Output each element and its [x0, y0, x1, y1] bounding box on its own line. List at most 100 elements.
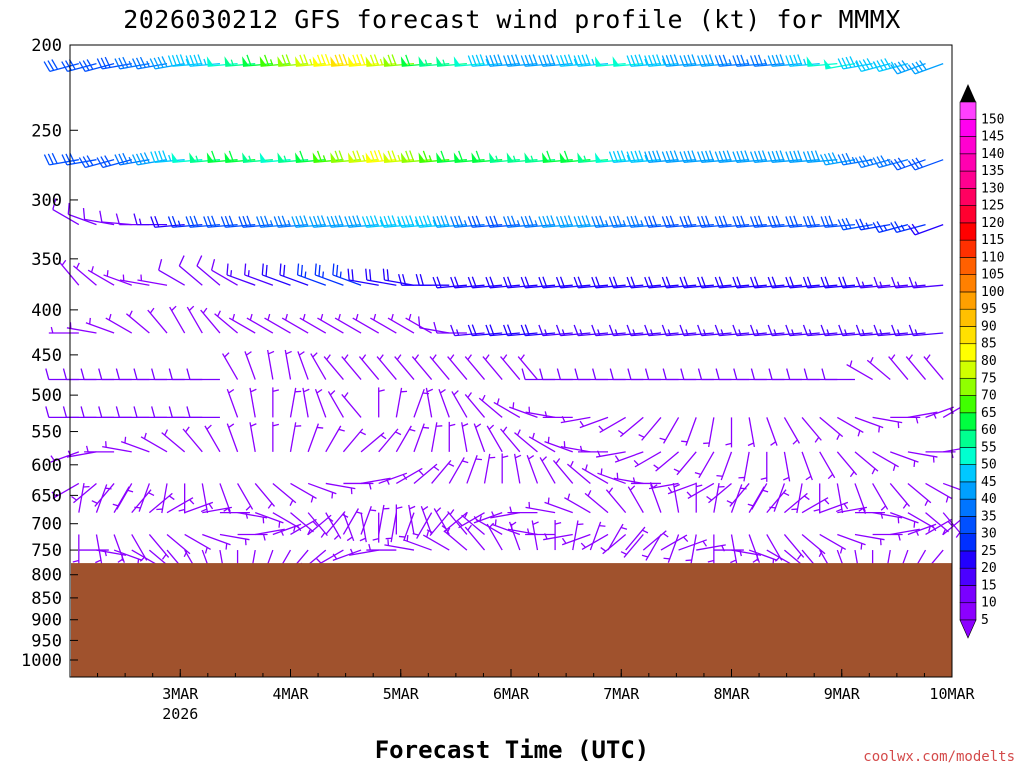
barb-flag: [648, 276, 654, 288]
barb-flag: [893, 158, 902, 169]
colorbar-label: 80: [981, 354, 997, 369]
barb-half-flag: [228, 388, 235, 394]
barb-flag: [224, 215, 230, 228]
colorbar-label: 145: [981, 130, 1004, 145]
barb-flag: [542, 215, 548, 228]
barb-shaft: [517, 356, 538, 380]
barb-pennant: [295, 152, 302, 163]
barb-flag: [361, 216, 368, 228]
y-tick-label: 450: [31, 346, 62, 366]
wind-barb: [185, 54, 220, 67]
barb-flag: [802, 216, 809, 228]
wind-barb: [872, 451, 899, 471]
wind-barb: [806, 56, 838, 67]
barb-shaft: [466, 455, 478, 484]
barb-half-flag: [871, 468, 876, 475]
wind-barb: [872, 533, 903, 541]
barb-shaft: [254, 512, 284, 524]
barb-half-flag: [269, 220, 274, 227]
barb-flag: [351, 269, 354, 281]
barb-shaft: [819, 451, 836, 479]
barb-half-flag: [408, 313, 412, 321]
y-tick-label: 600: [31, 456, 62, 476]
wind-barb: [749, 276, 785, 289]
barb-half-flag: [380, 434, 387, 440]
barb-half-flag: [584, 464, 588, 471]
barb-half-flag: [897, 281, 901, 288]
barb-shaft: [525, 284, 556, 289]
barb-flag: [785, 151, 791, 163]
barb-shaft: [895, 332, 926, 337]
barb-flag: [855, 219, 862, 231]
barb-shaft: [59, 261, 80, 286]
barb-half-flag: [502, 354, 508, 360]
colorbar-label: 115: [981, 233, 1004, 248]
colorbar-top-arrow: [960, 84, 976, 102]
barb-flag: [591, 324, 597, 336]
barb-half-flag: [247, 270, 250, 277]
barb-flag: [96, 157, 104, 168]
barb-flag: [401, 215, 407, 228]
barb-half-flag: [600, 468, 603, 475]
wind-barb: [184, 501, 214, 514]
barb-half-flag: [512, 402, 515, 409]
barb-flag: [503, 55, 509, 67]
barb-flag: [701, 151, 707, 163]
wind-barb: [888, 354, 909, 380]
barb-flag: [673, 150, 679, 162]
barb-flag: [47, 60, 55, 71]
barb-flag: [391, 54, 397, 66]
barb-flag: [521, 368, 526, 380]
barb-half-flag: [632, 329, 636, 336]
wind-barb: [485, 324, 520, 337]
barb-flag: [897, 157, 906, 168]
barb-flag: [705, 54, 711, 66]
wind-barb: [279, 263, 309, 286]
barb-shaft: [544, 440, 573, 453]
barb-shaft: [914, 159, 944, 171]
x-tick-label: 7MAR: [603, 685, 640, 703]
barb-shaft: [525, 506, 556, 514]
barb-shaft: [490, 511, 520, 519]
barb-shaft: [67, 63, 97, 73]
barb-shaft: [584, 492, 609, 514]
barb-flag: [43, 154, 50, 166]
wind-barb: [573, 276, 609, 289]
wind-barb: [785, 276, 820, 289]
colorbar-cell: [959, 602, 977, 621]
barb-flag: [785, 324, 791, 336]
barb-flag: [377, 149, 384, 162]
barb-half-flag: [432, 354, 437, 360]
wind-barb: [695, 482, 703, 513]
barb-shaft: [500, 356, 521, 380]
barb-flag: [493, 215, 499, 227]
barb-flag: [45, 406, 50, 418]
barb-shaft: [650, 484, 662, 513]
barb-half-flag: [883, 224, 888, 231]
barb-shaft: [403, 539, 432, 551]
colorbar-label: 20: [981, 561, 997, 576]
wind-barb: [430, 422, 443, 452]
barb-half-flag: [857, 430, 861, 437]
barb-half-flag: [249, 313, 253, 321]
barb-flag: [749, 55, 756, 67]
wind-barb: [432, 276, 467, 289]
barb-flag: [837, 219, 844, 231]
barb-flag: [444, 215, 450, 227]
barb-shaft: [836, 451, 858, 476]
colorbar-label: 120: [981, 216, 1004, 231]
barb-flag: [382, 268, 386, 281]
barb-half-flag: [667, 486, 673, 493]
barb-half-flag: [379, 219, 384, 227]
wind-barb: [450, 324, 485, 337]
wind-barb: [749, 324, 785, 337]
wind-barb: [226, 423, 239, 453]
barb-flag: [841, 218, 848, 230]
barb-half-flag: [95, 559, 102, 564]
barb-half-flag: [298, 351, 305, 356]
barb-half-flag: [902, 502, 908, 509]
barb-shaft: [819, 501, 849, 514]
barb-half-flag: [605, 220, 609, 227]
barb-shaft: [447, 511, 468, 535]
barb-shaft: [429, 512, 450, 537]
